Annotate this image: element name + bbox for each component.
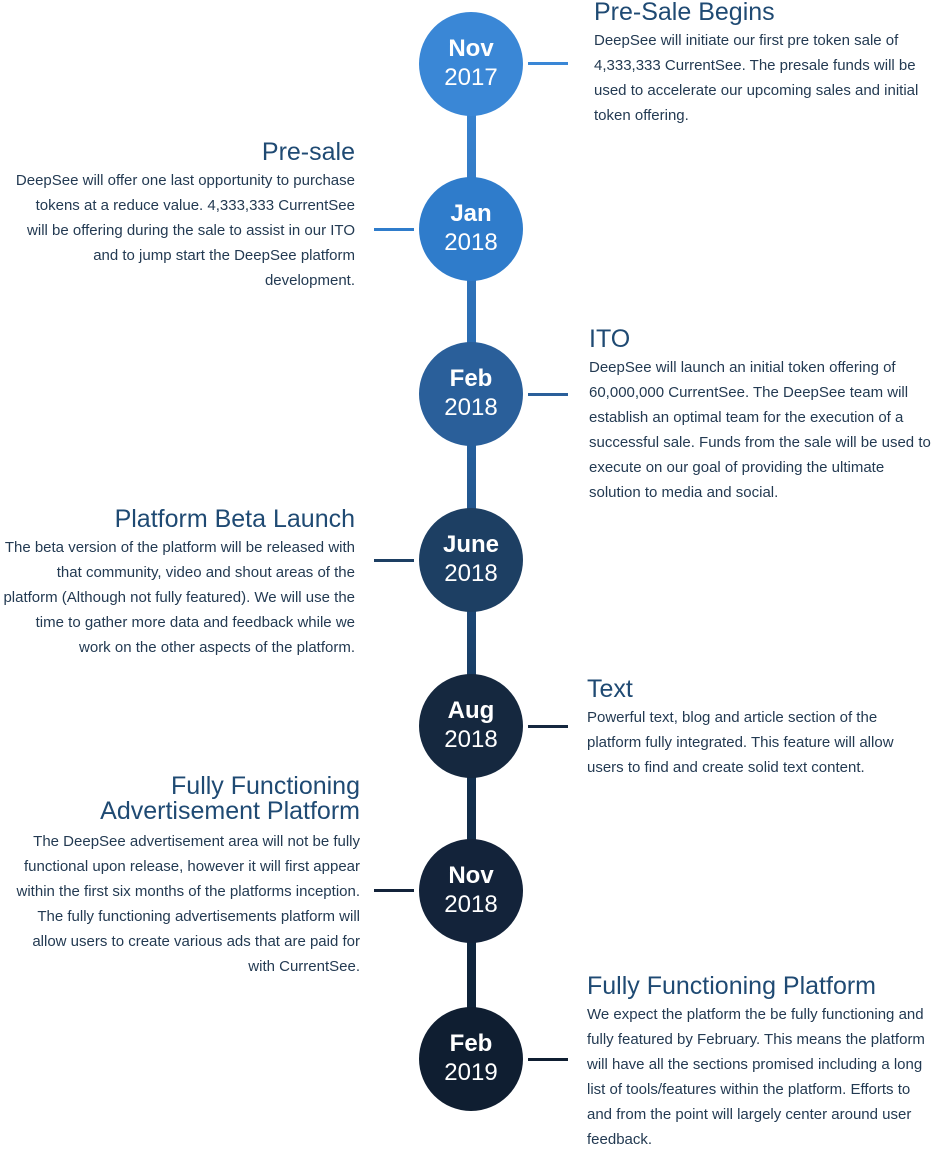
connector-line	[528, 1058, 568, 1061]
milestone-description: We expect the platform the be fully func…	[587, 1006, 925, 1148]
milestone-node-2: Jan 2018	[419, 177, 523, 281]
milestone-node-3: Feb 2018	[419, 342, 523, 446]
connector-line	[374, 228, 414, 231]
milestone-text-2: Pre-sale DeepSee will offer one last opp…	[14, 138, 355, 293]
milestone-node-5: Aug 2018	[419, 674, 523, 778]
milestone-text-4: Platform Beta Launch The beta version of…	[0, 505, 355, 660]
milestone-year: 2018	[444, 726, 498, 753]
milestone-title: Fully Functioning Advertisement Platform	[100, 772, 360, 825]
connector-line	[528, 62, 568, 65]
connector-line	[374, 559, 414, 562]
milestone-year: 2019	[444, 1059, 498, 1086]
milestone-month: Feb	[449, 1030, 493, 1057]
milestone-title: Pre-sale	[261, 138, 355, 166]
milestone-year: 2018	[444, 394, 498, 421]
milestone-description: Powerful text, blog and article section …	[587, 709, 894, 776]
milestone-month: Nov	[448, 862, 494, 889]
milestone-year: 2017	[444, 64, 498, 91]
milestone-node-4: June 2018	[419, 508, 523, 612]
milestone-text-3: ITO DeepSee will launch an initial token…	[589, 325, 937, 505]
milestone-month: Aug	[447, 697, 495, 724]
milestone-title: Text	[587, 675, 633, 703]
milestone-description: DeepSee will initiate our first pre toke…	[594, 32, 919, 124]
milestone-node-7: Feb 2019	[419, 1007, 523, 1111]
connector-line	[528, 725, 568, 728]
milestone-node-6: Nov 2018	[419, 839, 523, 943]
milestone-year: 2018	[444, 560, 498, 587]
milestone-title: Platform Beta Launch	[114, 505, 355, 533]
milestone-description: The DeepSee advertisement area will not …	[16, 833, 360, 975]
milestone-text-7: Fully Functioning Platform We expect the…	[587, 972, 937, 1152]
milestone-title: Fully Functioning Platform	[587, 972, 877, 1000]
milestone-description: The beta version of the platform will be…	[3, 539, 355, 656]
milestone-description: DeepSee will launch an initial token off…	[589, 359, 931, 501]
connector-line	[374, 889, 414, 892]
milestone-title: Pre-Sale Begins	[594, 0, 775, 26]
milestone-year: 2018	[444, 891, 498, 918]
connector-line	[528, 393, 568, 396]
milestone-year: 2018	[444, 229, 498, 256]
milestone-month: Jan	[450, 200, 492, 227]
milestone-month: Nov	[448, 35, 494, 62]
milestone-node-1: Nov 2017	[419, 12, 523, 116]
milestone-description: DeepSee will offer one last opportunity …	[15, 172, 355, 289]
milestone-title: ITO	[589, 325, 631, 353]
milestone-month: Feb	[449, 365, 493, 392]
milestone-text-6: Fully Functioning Advertisement Platform…	[4, 774, 360, 979]
milestone-text-1: Pre-Sale Begins DeepSee will initiate ou…	[594, 0, 940, 128]
milestone-text-5: Text Powerful text, blog and article sec…	[587, 675, 932, 780]
milestone-month: June	[442, 531, 499, 558]
